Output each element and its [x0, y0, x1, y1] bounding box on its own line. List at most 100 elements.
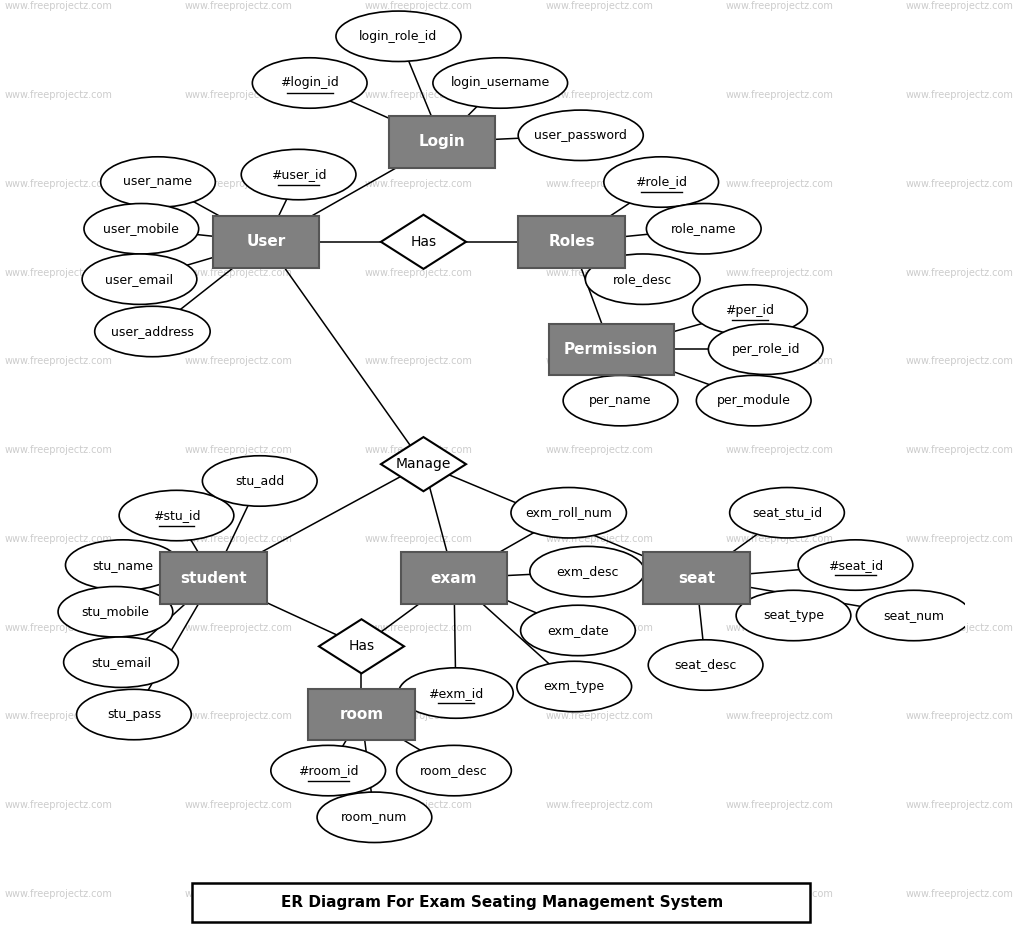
Text: #stu_id: #stu_id	[152, 509, 200, 522]
Ellipse shape	[511, 488, 627, 538]
Text: #seat_id: #seat_id	[828, 559, 883, 572]
Text: www.freeprojectz.com: www.freeprojectz.com	[185, 711, 293, 722]
Text: seat_type: seat_type	[763, 609, 824, 622]
Ellipse shape	[202, 456, 317, 506]
Text: www.freeprojectz.com: www.freeprojectz.com	[365, 711, 472, 722]
Ellipse shape	[729, 488, 844, 538]
Text: www.freeprojectz.com: www.freeprojectz.com	[546, 800, 653, 810]
Text: www.freeprojectz.com: www.freeprojectz.com	[365, 623, 472, 633]
Text: www.freeprojectz.com: www.freeprojectz.com	[365, 800, 472, 810]
Text: www.freeprojectz.com: www.freeprojectz.com	[906, 623, 1014, 633]
Ellipse shape	[65, 540, 180, 591]
Text: www.freeprojectz.com: www.freeprojectz.com	[185, 268, 293, 278]
Text: stu_name: stu_name	[92, 559, 153, 572]
Text: www.freeprojectz.com: www.freeprojectz.com	[185, 623, 293, 633]
Text: www.freeprojectz.com: www.freeprojectz.com	[725, 889, 833, 899]
Text: www.freeprojectz.com: www.freeprojectz.com	[4, 179, 112, 189]
FancyBboxPatch shape	[643, 552, 750, 604]
Text: room_desc: room_desc	[421, 764, 488, 777]
Text: ER Diagram For Exam Seating Management System: ER Diagram For Exam Seating Management S…	[281, 895, 723, 910]
Text: Has: Has	[348, 640, 375, 654]
Text: www.freeprojectz.com: www.freeprojectz.com	[365, 446, 472, 455]
Text: seat_desc: seat_desc	[675, 658, 737, 672]
Text: www.freeprojectz.com: www.freeprojectz.com	[185, 800, 293, 810]
Text: www.freeprojectz.com: www.freeprojectz.com	[725, 356, 833, 366]
Polygon shape	[319, 619, 404, 674]
Text: www.freeprojectz.com: www.freeprojectz.com	[185, 356, 293, 366]
Ellipse shape	[119, 491, 234, 541]
Text: www.freeprojectz.com: www.freeprojectz.com	[4, 711, 112, 722]
Text: www.freeprojectz.com: www.freeprojectz.com	[365, 268, 472, 278]
Text: www.freeprojectz.com: www.freeprojectz.com	[725, 800, 833, 810]
Ellipse shape	[336, 11, 461, 61]
Text: www.freeprojectz.com: www.freeprojectz.com	[906, 889, 1014, 899]
Text: seat_num: seat_num	[883, 609, 944, 622]
Ellipse shape	[58, 587, 173, 637]
Text: #user_id: #user_id	[271, 168, 326, 181]
Text: per_role_id: per_role_id	[732, 343, 800, 356]
Text: www.freeprojectz.com: www.freeprojectz.com	[906, 711, 1014, 722]
Text: www.freeprojectz.com: www.freeprojectz.com	[4, 889, 112, 899]
Text: user_email: user_email	[106, 272, 174, 285]
Text: #role_id: #role_id	[635, 175, 687, 188]
Text: www.freeprojectz.com: www.freeprojectz.com	[4, 268, 112, 278]
Text: #per_id: #per_id	[725, 303, 774, 317]
Text: www.freeprojectz.com: www.freeprojectz.com	[906, 268, 1014, 278]
Ellipse shape	[84, 203, 199, 254]
Text: www.freeprojectz.com: www.freeprojectz.com	[546, 889, 653, 899]
Text: www.freeprojectz.com: www.freeprojectz.com	[4, 623, 112, 633]
Ellipse shape	[398, 668, 513, 718]
Ellipse shape	[271, 745, 385, 796]
Text: user_name: user_name	[124, 175, 192, 188]
Text: exm_type: exm_type	[544, 680, 605, 693]
Text: www.freeprojectz.com: www.freeprojectz.com	[4, 800, 112, 810]
Ellipse shape	[64, 637, 179, 688]
Ellipse shape	[696, 376, 811, 426]
Text: www.freeprojectz.com: www.freeprojectz.com	[365, 179, 472, 189]
Text: www.freeprojectz.com: www.freeprojectz.com	[546, 623, 653, 633]
Ellipse shape	[585, 254, 700, 304]
Text: www.freeprojectz.com: www.freeprojectz.com	[906, 446, 1014, 455]
Text: www.freeprojectz.com: www.freeprojectz.com	[725, 534, 833, 544]
Text: www.freeprojectz.com: www.freeprojectz.com	[4, 534, 112, 544]
FancyBboxPatch shape	[549, 323, 674, 375]
Text: www.freeprojectz.com: www.freeprojectz.com	[546, 268, 653, 278]
Polygon shape	[381, 437, 466, 491]
Ellipse shape	[82, 254, 197, 304]
Ellipse shape	[433, 57, 568, 108]
Text: www.freeprojectz.com: www.freeprojectz.com	[4, 356, 112, 366]
Ellipse shape	[563, 376, 678, 426]
Text: www.freeprojectz.com: www.freeprojectz.com	[185, 90, 293, 100]
Text: www.freeprojectz.com: www.freeprojectz.com	[906, 534, 1014, 544]
Text: user_password: user_password	[534, 129, 627, 142]
Ellipse shape	[520, 605, 635, 656]
Text: user_address: user_address	[111, 325, 194, 338]
Text: exm_roll_num: exm_roll_num	[525, 506, 612, 519]
Text: www.freeprojectz.com: www.freeprojectz.com	[185, 446, 293, 455]
Text: user_mobile: user_mobile	[104, 222, 179, 236]
Text: User: User	[247, 235, 285, 250]
Ellipse shape	[530, 546, 644, 597]
Text: per_name: per_name	[589, 394, 651, 407]
Text: exam: exam	[431, 571, 478, 586]
Text: login_username: login_username	[451, 76, 550, 89]
Text: exm_date: exm_date	[548, 624, 609, 637]
Ellipse shape	[648, 640, 763, 690]
Ellipse shape	[76, 690, 191, 739]
FancyBboxPatch shape	[308, 689, 415, 740]
Text: Login: Login	[419, 135, 465, 150]
Text: www.freeprojectz.com: www.freeprojectz.com	[906, 800, 1014, 810]
Ellipse shape	[693, 284, 808, 335]
Ellipse shape	[646, 203, 761, 254]
Ellipse shape	[856, 591, 971, 641]
Text: www.freeprojectz.com: www.freeprojectz.com	[725, 268, 833, 278]
Text: stu_mobile: stu_mobile	[81, 606, 149, 618]
Text: www.freeprojectz.com: www.freeprojectz.com	[906, 1, 1014, 11]
Text: Permission: Permission	[564, 342, 658, 357]
Ellipse shape	[518, 110, 643, 160]
Ellipse shape	[396, 745, 511, 796]
Text: www.freeprojectz.com: www.freeprojectz.com	[725, 90, 833, 100]
Text: www.freeprojectz.com: www.freeprojectz.com	[546, 356, 653, 366]
FancyBboxPatch shape	[161, 552, 266, 604]
Ellipse shape	[799, 540, 912, 591]
